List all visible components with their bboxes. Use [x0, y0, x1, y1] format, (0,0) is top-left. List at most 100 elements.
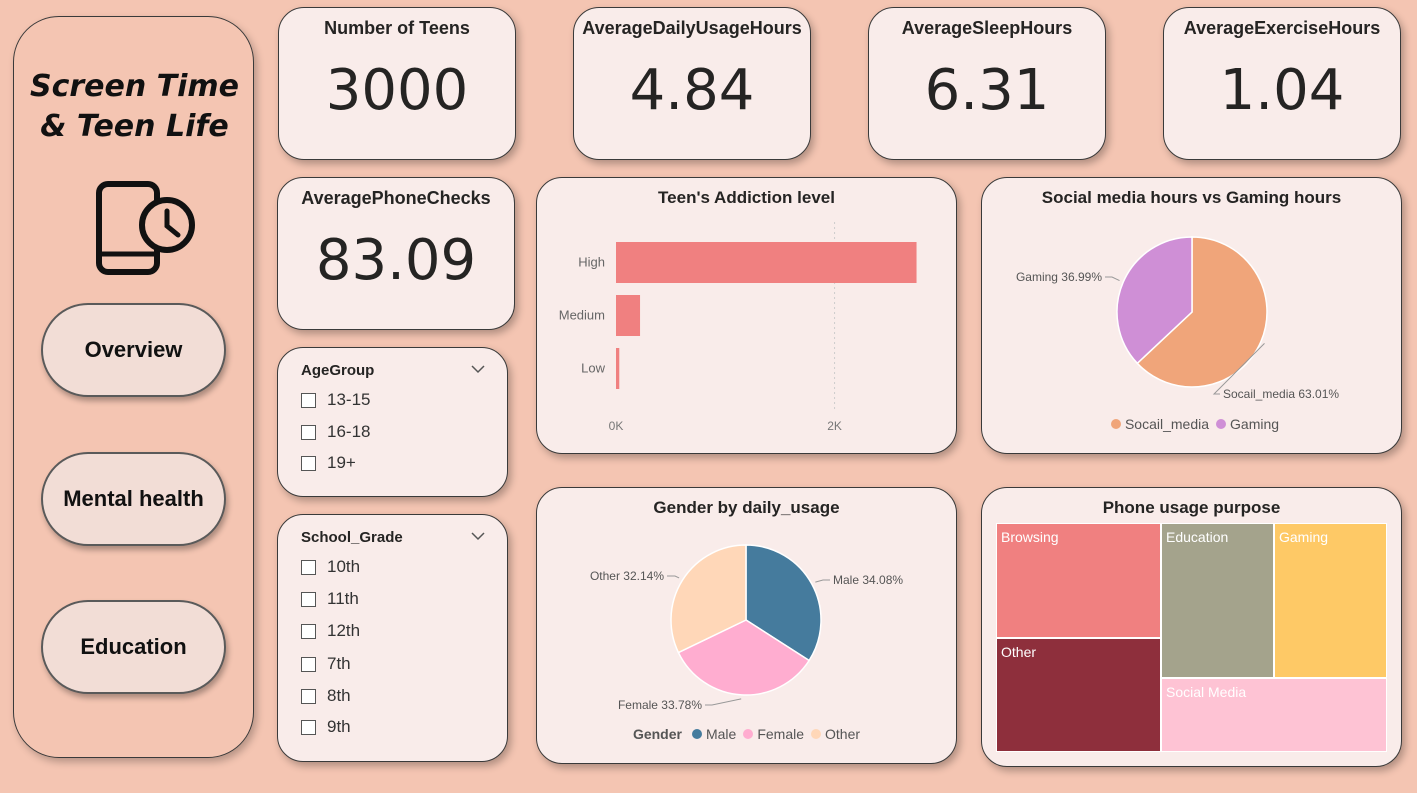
kpi-card-average-phone-checks: AveragePhoneChecks 83.09 — [277, 177, 515, 330]
slicer-school-grade: School_Grade 10th 11th 12th 7th 8th 9th — [277, 514, 508, 762]
pie-slice-female[interactable] — [677, 619, 811, 696]
legend-swatch — [811, 729, 822, 739]
nav-overview-button[interactable]: Overview — [41, 303, 226, 397]
option-label: 12th — [327, 621, 361, 640]
kpi-title: AverageSleepHours — [901, 18, 1073, 38]
checkbox[interactable] — [301, 455, 316, 471]
option-label: 8th — [327, 686, 351, 705]
slicer-option-7th[interactable]: 7th — [301, 653, 351, 675]
chevron-down-icon[interactable] — [471, 364, 485, 374]
nav-mental-health-button[interactable]: Mental health — [41, 452, 226, 546]
option-label: 16-18 — [327, 422, 371, 441]
data-label: Socail_media 63.01% — [1223, 387, 1339, 401]
checkbox[interactable] — [301, 688, 316, 704]
checkbox[interactable] — [301, 591, 316, 607]
leader-line — [1212, 343, 1265, 395]
checkbox[interactable] — [301, 656, 316, 672]
slicer-title: AgeGroup — [301, 362, 375, 379]
treemap-cell-other[interactable]: Other — [996, 638, 1161, 752]
chart-title: Gender by daily_usage — [653, 498, 840, 517]
slicer-option-8th[interactable]: 8th — [301, 685, 351, 707]
sidebar: Screen Time & Teen Life Overview Mental … — [13, 16, 254, 758]
treemap-label: Gaming — [1279, 529, 1329, 545]
treemap-cell-gaming[interactable]: Gaming — [1274, 523, 1387, 678]
leader-line — [815, 579, 830, 583]
pie-slice-other[interactable] — [670, 544, 747, 654]
option-label: 7th — [327, 654, 351, 673]
chevron-down-icon[interactable] — [471, 531, 485, 541]
legend-label: Female — [757, 726, 805, 742]
legend-swatch — [691, 729, 702, 739]
slicer-option-9th[interactable]: 9th — [301, 716, 351, 738]
bar-medium[interactable] — [616, 295, 641, 336]
x-tick-label: 0K — [609, 419, 624, 433]
kpi-value: 83.09 — [315, 228, 477, 293]
kpi-card-average-daily-usage: AverageDailyUsageHours 4.84 — [573, 7, 811, 160]
addiction-chart-card: Teen's Addiction level 0K 2K High Medium Low — [536, 177, 957, 454]
chart-title: Teen's Addiction level — [658, 188, 835, 207]
treemap-label: Browsing — [1001, 529, 1059, 545]
kpi-card-average-exercise: AverageExerciseHours 1.04 — [1163, 7, 1401, 160]
y-category-label: High — [578, 255, 605, 270]
legend-swatch — [1216, 419, 1227, 429]
legend: Gender Male Female Other — [537, 726, 956, 742]
treemap-cell-social-media[interactable]: Social Media — [1161, 678, 1387, 752]
social-gaming-chart-card: Social media hours vs Gaming hours Socai… — [981, 177, 1402, 454]
phone-usage-purpose-card: Phone usage purpose Browsing Other Educa… — [981, 487, 1402, 767]
leader-line — [705, 698, 742, 706]
slicer-age-group: AgeGroup 13-15 16-18 19+ — [277, 347, 508, 497]
legend: Socail_media Gaming — [982, 416, 1401, 432]
kpi-value: 4.84 — [629, 58, 755, 123]
legend-label: Male — [705, 726, 737, 742]
app-title: Screen Time & Teen Life — [29, 69, 240, 144]
legend-label: Gaming — [1230, 416, 1280, 432]
checkbox[interactable] — [301, 623, 316, 639]
x-tick-label: 2K — [827, 419, 842, 433]
legend-label: Other — [825, 726, 861, 742]
data-label: Female 33.78% — [618, 698, 702, 712]
checkbox[interactable] — [301, 424, 316, 440]
treemap-cell-education[interactable]: Education — [1161, 523, 1274, 678]
y-category-label: Low — [581, 361, 605, 376]
checkbox[interactable] — [301, 559, 316, 575]
treemap-cell-browsing[interactable]: Browsing — [996, 523, 1161, 638]
slicer-option-10th[interactable]: 10th — [301, 556, 360, 578]
slicer-option-11th[interactable]: 11th — [301, 588, 359, 610]
bar-high[interactable] — [616, 242, 917, 283]
treemap-label: Education — [1166, 529, 1229, 545]
data-label: Gaming 36.99% — [1016, 270, 1102, 284]
option-label: 9th — [327, 717, 351, 736]
nav-education-button[interactable]: Education — [41, 600, 226, 694]
checkbox[interactable] — [301, 719, 316, 735]
addiction-bar-chart: 0K 2K High Medium Low — [559, 222, 917, 433]
treemap-label: Social Media — [1166, 684, 1247, 700]
pie-slice-socail_media[interactable] — [1136, 236, 1268, 388]
y-category-label: Medium — [559, 308, 605, 323]
option-label: 10th — [327, 557, 361, 576]
checkbox[interactable] — [301, 392, 316, 408]
leader-line — [667, 575, 680, 579]
slicer-option-19-plus[interactable]: 19+ — [301, 452, 356, 474]
treemap-label: Other — [1001, 644, 1037, 660]
data-label: Other 32.14% — [590, 569, 664, 583]
kpi-title: AverageDailyUsageHours — [582, 18, 802, 38]
kpi-card-average-sleep: AverageSleepHours 6.31 — [868, 7, 1106, 160]
slicer-title: School_Grade — [301, 529, 403, 546]
option-label: 11th — [327, 589, 359, 608]
legend-swatch — [743, 729, 754, 739]
gender-chart-card: Gender by daily_usage Male 34.08% Female … — [536, 487, 957, 764]
kpi-title: AveragePhoneChecks — [301, 188, 491, 208]
kpi-title: Number of Teens — [324, 18, 470, 38]
slicer-option-16-18[interactable]: 16-18 — [301, 421, 370, 443]
option-label: 13-15 — [327, 390, 371, 409]
slicer-option-13-15[interactable]: 13-15 — [301, 389, 370, 411]
phone-clock-icon — [96, 181, 195, 275]
kpi-value: 6.31 — [924, 58, 1050, 123]
kpi-value: 1.04 — [1219, 58, 1345, 123]
slicer-option-12th[interactable]: 12th — [301, 620, 360, 642]
data-label: Male 34.08% — [833, 573, 903, 587]
pie-slice-gaming[interactable] — [1116, 236, 1193, 365]
gender-pie-chart: Male 34.08% Female 33.78% Other 32.14% — [590, 544, 903, 712]
legend-label: Socail_media — [1124, 416, 1210, 432]
bar-low[interactable] — [616, 348, 620, 389]
